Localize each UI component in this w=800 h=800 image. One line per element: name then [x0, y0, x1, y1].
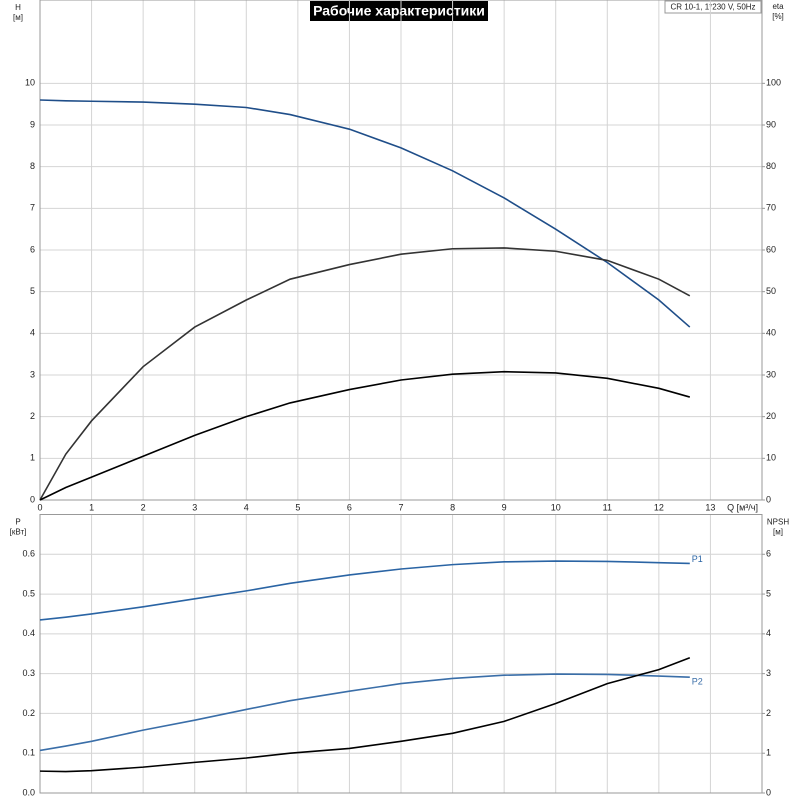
x-tick-label: 2: [141, 502, 146, 512]
x-tick-label: 5: [295, 502, 300, 512]
y2-tick-label: 80: [766, 161, 776, 171]
y-tick-label: 8: [30, 161, 35, 171]
series-line: [39, 673, 690, 752]
x-tick-label: 6: [347, 502, 352, 512]
y-tick-label: 0.2: [22, 708, 35, 718]
y2-tick-label: 70: [766, 203, 776, 213]
y2-tick-label: 2: [766, 708, 771, 718]
plot-frame: [39, 514, 763, 794]
y2-tick-label: 40: [766, 328, 776, 338]
title-box: [310, 1, 488, 21]
y-axis-label: H: [15, 3, 21, 12]
x-tick-label: 10: [551, 502, 561, 512]
chart-title: Рабочие характеристики: [313, 3, 485, 19]
y2-tick-label: 90: [766, 119, 776, 129]
y2-tick-label: 1: [766, 748, 771, 758]
y-tick-label: 0.4: [22, 628, 35, 638]
plot-frame: [39, 0, 763, 501]
y-tick-label: 0.5: [22, 588, 35, 598]
series-line: [39, 560, 690, 621]
y-tick-label: 9: [30, 119, 35, 129]
y2-axis-label: eta: [772, 2, 784, 11]
y2-tick-label: 100: [766, 78, 781, 88]
x-tick-label: 3: [192, 502, 197, 512]
y-tick-label: 0: [30, 494, 35, 504]
x-tick-label: 4: [244, 502, 249, 512]
y-axis-label: P: [15, 518, 20, 527]
y-tick-label: 0.6: [22, 549, 35, 559]
series-line: [39, 370, 691, 501]
y2-tick-label: 5: [766, 588, 771, 598]
y-axis-label: [кВт]: [10, 528, 27, 537]
y-tick-label: 10: [25, 78, 35, 88]
y2-tick-label: 3: [766, 668, 771, 678]
y2-tick-label: 4: [766, 628, 771, 638]
y2-axis-label: NPSH: [767, 518, 789, 527]
y-tick-label: 0.0: [22, 787, 35, 797]
x-tick-label: 11: [603, 502, 612, 512]
y-tick-label: 0.3: [22, 668, 35, 678]
x-tick-label: 7: [398, 502, 403, 512]
y-tick-label: 2: [30, 411, 35, 421]
model-label: CR 10-1, 1*230 V, 50Hz: [670, 3, 755, 12]
y-tick-label: 0.1: [22, 748, 35, 758]
series-line: [39, 99, 691, 328]
y2-tick-label: 10: [766, 453, 776, 463]
y-tick-label: 5: [30, 286, 35, 296]
y-tick-label: 7: [30, 203, 35, 213]
y-tick-label: 3: [30, 369, 35, 379]
x-tick-label: 0: [37, 502, 42, 512]
series-label: P2: [692, 677, 703, 687]
x-tick-label: 12: [654, 502, 664, 512]
x-tick-label: 1: [89, 502, 94, 512]
y2-axis-label: [м]: [773, 528, 783, 537]
y2-tick-label: 60: [766, 244, 776, 254]
series-line: [39, 247, 691, 501]
y2-tick-label: 20: [766, 411, 776, 421]
y2-axis-label: [%]: [772, 12, 784, 21]
x-axis-label: Q [м³/ч]: [727, 502, 758, 512]
y-tick-label: 6: [30, 244, 35, 254]
y-axis-label: [м]: [13, 13, 23, 22]
x-tick-label: 9: [502, 502, 507, 512]
y2-tick-label: 6: [766, 549, 771, 559]
y2-tick-label: 0: [766, 787, 771, 797]
y2-tick-label: 50: [766, 286, 776, 296]
series-line: [39, 656, 691, 773]
y-tick-label: 4: [30, 328, 35, 338]
series-label: P1: [692, 554, 703, 564]
y2-tick-label: 30: [766, 369, 776, 379]
x-tick-label: 8: [450, 502, 455, 512]
x-tick-label: 13: [705, 502, 715, 512]
y2-tick-label: 0: [766, 494, 771, 504]
model-box: [664, 0, 762, 14]
y-tick-label: 1: [30, 453, 35, 463]
